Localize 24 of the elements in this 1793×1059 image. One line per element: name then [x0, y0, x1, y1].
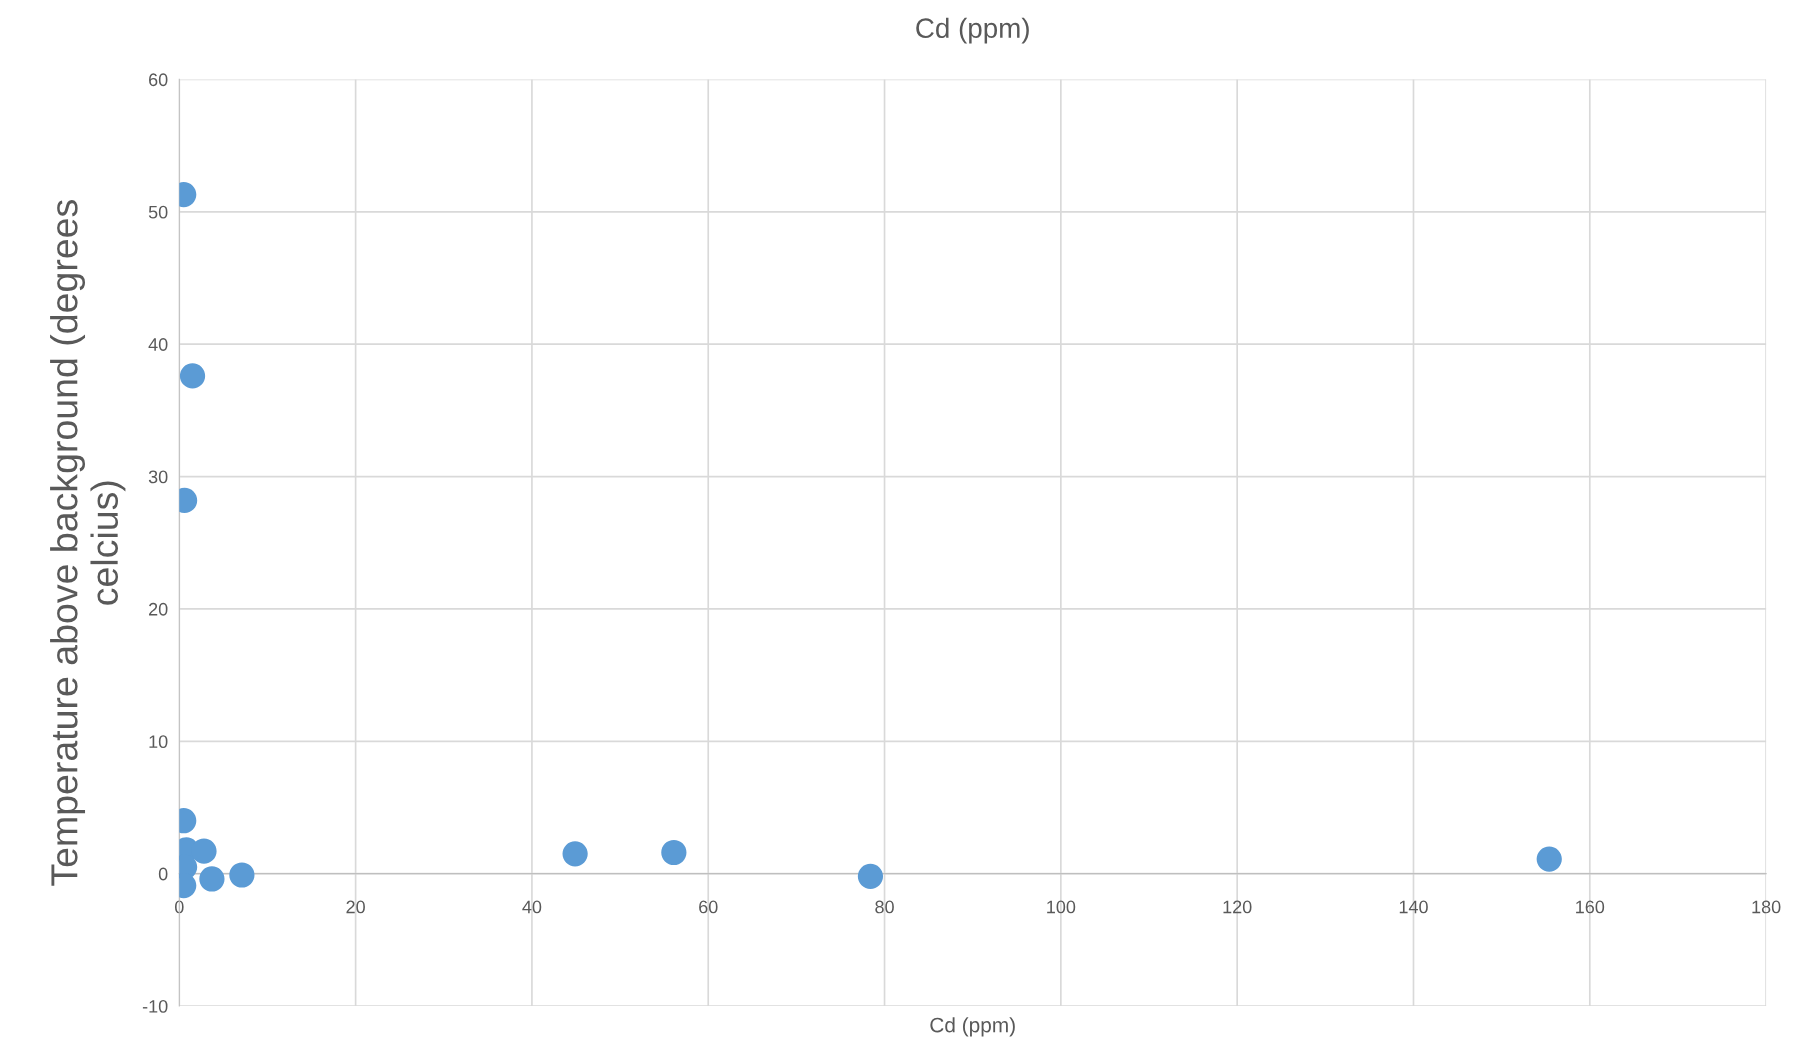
- y-tick-label: 30: [148, 470, 168, 484]
- point: [857, 863, 884, 889]
- point: [1536, 846, 1562, 872]
- x-tick-label: 60: [699, 900, 718, 914]
- y-axis-title: Temperature above background (degrees celcius): [50, 200, 126, 886]
- x-tick-label: 160: [1576, 900, 1605, 914]
- x-tick-label: 100: [1047, 900, 1076, 914]
- x-tick-label: 120: [1223, 900, 1252, 914]
- x-tick-label: 0: [174, 900, 184, 914]
- point: [661, 839, 687, 866]
- x-tick-label: 80: [875, 900, 894, 914]
- chart-title: Cd (ppm): [916, 17, 1029, 44]
- y-tick-label: 0: [158, 867, 168, 881]
- y-tick-label: 10: [149, 735, 168, 749]
- y-tick-label: -10: [142, 999, 168, 1013]
- y-tick-label: 40: [148, 338, 168, 351]
- x-axis-title: Cd (ppm): [930, 1017, 1015, 1037]
- x-tick-label: 140: [1399, 900, 1428, 914]
- x-tick-label: 180: [1752, 900, 1781, 914]
- x-tick-label: 40: [522, 900, 542, 914]
- x-tick-label: 20: [346, 900, 365, 914]
- y-tick-label: 20: [149, 602, 168, 616]
- y-tick-label: 60: [149, 73, 168, 87]
- y-tick-label: 50: [148, 205, 168, 219]
